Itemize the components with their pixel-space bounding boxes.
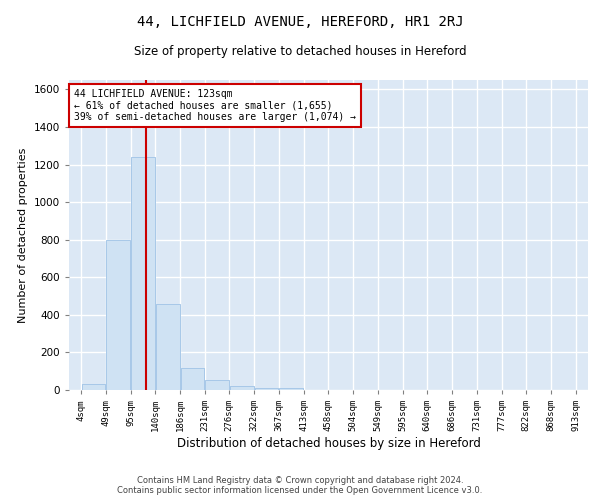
Bar xyxy=(106,240,130,390)
Bar xyxy=(131,157,155,390)
Text: 44, LICHFIELD AVENUE, HEREFORD, HR1 2RJ: 44, LICHFIELD AVENUE, HEREFORD, HR1 2RJ xyxy=(137,15,463,29)
Text: Contains HM Land Registry data © Crown copyright and database right 2024.
Contai: Contains HM Land Registry data © Crown c… xyxy=(118,476,482,495)
Y-axis label: Number of detached properties: Number of detached properties xyxy=(18,148,28,322)
Bar xyxy=(82,384,106,390)
Bar xyxy=(181,368,205,390)
Bar xyxy=(230,386,254,390)
Bar xyxy=(254,388,278,390)
Bar xyxy=(82,384,106,390)
Text: 44 LICHFIELD AVENUE: 123sqm
← 61% of detached houses are smaller (1,655)
39% of : 44 LICHFIELD AVENUE: 123sqm ← 61% of det… xyxy=(74,90,356,122)
Bar xyxy=(279,388,303,390)
X-axis label: Distribution of detached houses by size in Hereford: Distribution of detached houses by size … xyxy=(176,437,481,450)
Text: Size of property relative to detached houses in Hereford: Size of property relative to detached ho… xyxy=(134,45,466,58)
Bar xyxy=(156,304,180,390)
Bar xyxy=(205,380,229,390)
Bar xyxy=(156,304,180,390)
Bar xyxy=(205,380,229,390)
Bar xyxy=(131,157,155,390)
Bar xyxy=(181,368,205,390)
Bar xyxy=(230,386,254,390)
Bar xyxy=(254,388,278,390)
Bar xyxy=(279,388,303,390)
Bar xyxy=(106,240,130,390)
